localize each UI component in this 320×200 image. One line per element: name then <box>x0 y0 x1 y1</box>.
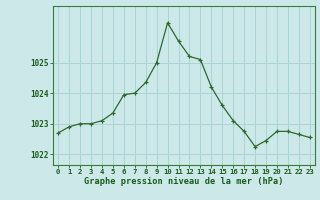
X-axis label: Graphe pression niveau de la mer (hPa): Graphe pression niveau de la mer (hPa) <box>84 177 284 186</box>
